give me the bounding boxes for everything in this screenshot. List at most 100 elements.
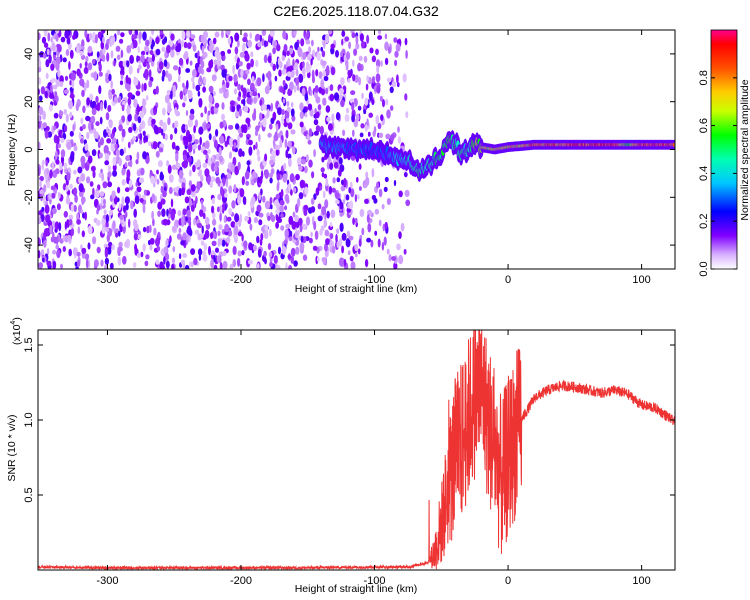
noise-cell	[388, 46, 391, 55]
spectrogram-y-tick-label: -40	[23, 237, 35, 253]
noise-cell	[302, 254, 308, 261]
noise-cell	[190, 204, 195, 212]
noise-cell	[170, 198, 174, 208]
noise-cell	[218, 224, 223, 231]
noise-cell	[130, 43, 134, 49]
noise-cell	[355, 113, 360, 122]
noise-cell	[158, 61, 164, 70]
noise-cell	[155, 150, 160, 158]
noise-cell	[184, 196, 190, 204]
snr-multiplier-close: )	[11, 317, 23, 321]
noise-cell	[212, 37, 217, 45]
noise-cell	[313, 220, 317, 231]
noise-cell	[299, 111, 304, 120]
noise-cell	[200, 112, 204, 118]
noise-cell	[250, 51, 254, 58]
noise-cell	[43, 42, 49, 48]
noise-cell	[155, 237, 160, 247]
noise-cell	[134, 113, 139, 122]
noise-cell	[397, 136, 402, 144]
noise-cell	[165, 70, 169, 78]
noise-cell	[323, 75, 329, 82]
noise-cell	[304, 165, 308, 174]
noise-cell	[214, 102, 220, 109]
noise-cell	[348, 187, 352, 194]
noise-cell	[80, 138, 84, 144]
snr-y-tick-label: 1.0	[23, 412, 35, 427]
noise-cell	[280, 188, 284, 198]
noise-cell	[285, 262, 288, 269]
snr-multiplier-base: (x10	[11, 324, 23, 345]
noise-cell	[241, 44, 246, 52]
noise-cell	[279, 139, 283, 148]
noise-cell	[125, 74, 129, 84]
noise-cell	[83, 66, 89, 74]
noise-cell	[347, 69, 351, 77]
noise-cell	[144, 68, 149, 79]
noise-cell	[86, 79, 90, 89]
noise-cell	[366, 34, 370, 44]
noise-cell	[308, 128, 313, 137]
noise-cell	[210, 58, 214, 68]
noise-cell	[126, 60, 130, 68]
noise-cell	[339, 201, 344, 210]
noise-cell	[155, 259, 160, 265]
noise-cell	[332, 177, 336, 184]
noise-cell	[81, 39, 85, 48]
noise-cell	[295, 231, 298, 239]
noise-cell	[361, 227, 365, 236]
noise-cell	[290, 247, 296, 257]
noise-cell	[365, 83, 369, 91]
noise-cell	[311, 39, 314, 47]
noise-cell	[92, 236, 97, 245]
noise-cell	[114, 96, 118, 104]
noise-cell	[91, 149, 97, 157]
noise-cell	[107, 181, 113, 188]
noise-cell	[172, 246, 176, 253]
noise-cell	[185, 110, 189, 116]
noise-cell	[263, 250, 267, 257]
noise-cell	[290, 108, 295, 117]
noise-cell	[312, 49, 316, 57]
noise-cell	[249, 223, 253, 231]
noise-cell	[225, 178, 229, 188]
noise-cell	[78, 131, 82, 140]
noise-cell	[178, 169, 184, 179]
noise-cell	[178, 57, 184, 66]
noise-cell	[105, 42, 109, 50]
noise-cell	[280, 213, 284, 219]
noise-cell	[202, 31, 209, 39]
noise-cell	[264, 153, 268, 162]
colorbar-tick-label: 0.8	[698, 70, 710, 85]
noise-cell	[110, 36, 115, 46]
noise-cell	[289, 173, 295, 183]
noise-cell	[87, 225, 93, 235]
noise-cell	[282, 173, 288, 183]
noise-cell	[124, 196, 130, 205]
noise-cell	[335, 192, 340, 200]
noise-cell	[78, 190, 84, 197]
noise-cell	[124, 162, 128, 168]
noise-cell	[322, 256, 327, 266]
noise-cell	[385, 133, 391, 140]
noise-cell	[330, 66, 336, 76]
noise-cell	[46, 248, 50, 255]
noise-cell	[221, 204, 225, 214]
noise-cell	[241, 151, 245, 157]
noise-cell	[306, 61, 310, 70]
noise-cell	[132, 123, 137, 132]
noise-cell	[190, 184, 196, 192]
noise-cell	[304, 186, 309, 195]
noise-cell	[232, 245, 237, 256]
noise-cell	[151, 39, 155, 47]
noise-cell	[38, 237, 41, 247]
noise-cell	[335, 112, 341, 121]
noise-cell	[197, 144, 201, 151]
noise-cell	[301, 223, 307, 230]
noise-cell	[51, 193, 56, 199]
noise-cell	[267, 70, 272, 81]
noise-cell	[390, 133, 395, 142]
noise-cell	[164, 50, 168, 59]
noise-cell	[152, 141, 158, 150]
noise-cell	[324, 229, 330, 237]
